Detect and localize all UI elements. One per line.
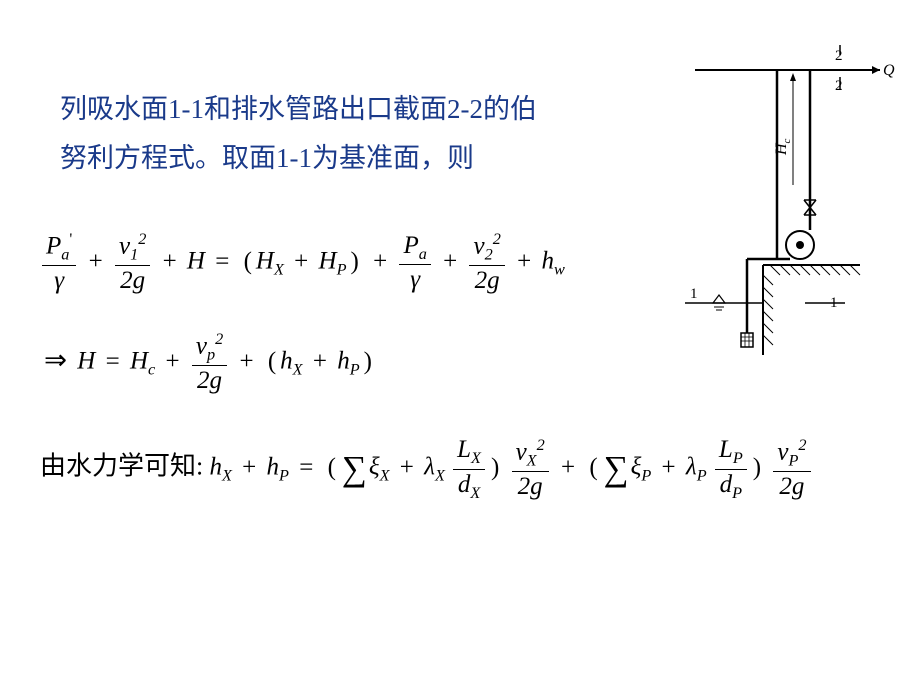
frac-vPsq: vP2 2g	[773, 436, 810, 502]
frac-lp-dp: LP dP	[715, 435, 747, 503]
equation-3: 由水力学可知: hX + hP = (∑ξX + λX LX dX ) vX2 …	[40, 435, 813, 503]
equation-2: ⇒ H = Hc + vp2 2g + (hX + hP)	[40, 330, 376, 396]
frac-lx-dx: LX dX	[453, 435, 485, 503]
label-1-left: 1	[690, 286, 698, 302]
equation-1: Pa' γ + v12 2g + H = (HX + HP) + Pa γ + …	[40, 230, 565, 296]
label-2-top: 2	[835, 48, 843, 64]
frac-pa: Pa γ	[399, 231, 430, 296]
frac-vpsq: vp2 2g	[192, 330, 227, 396]
ground-hatch	[763, 265, 860, 355]
intro-text: 列吸水面1-1和排水管路出口截面2-2的伯 努利方程式。取面1-1为基准面，则	[60, 85, 620, 182]
label-2-bot: 2	[835, 78, 843, 94]
strainer-icon	[741, 333, 753, 347]
frac-v2sq: v22 2g	[469, 230, 504, 296]
frac-pa-prime: Pa' γ	[42, 230, 76, 296]
intro-line1: 列吸水面1-1和排水管路出口截面2-2的伯	[60, 94, 537, 124]
pump-diagram: Q 2 2	[685, 35, 895, 365]
frac-v1sq: v12 2g	[115, 230, 150, 296]
eq3-label: 由水力学可知:	[40, 452, 203, 481]
label-q: Q	[883, 62, 895, 79]
water-surface-icon	[713, 295, 725, 303]
intro-line2: 努利方程式。取面1-1为基准面，则	[60, 143, 474, 173]
frac-vxsq: vX2 2g	[512, 436, 549, 502]
